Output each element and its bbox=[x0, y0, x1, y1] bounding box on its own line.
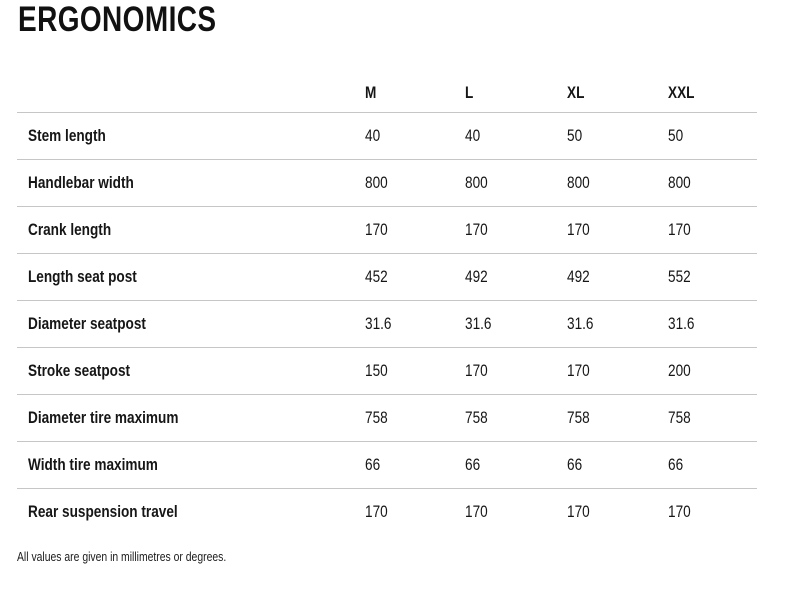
spec-value: 66 bbox=[465, 454, 481, 474]
size-header-xl: XL bbox=[567, 82, 585, 102]
spec-value: 800 bbox=[365, 172, 388, 192]
row-label: Width tire maximum bbox=[28, 454, 158, 474]
spec-value: 170 bbox=[567, 501, 590, 521]
page-title: ERGONOMICS bbox=[18, 0, 217, 39]
row-label: Stem length bbox=[28, 125, 106, 145]
row-label: Handlebar width bbox=[28, 172, 134, 192]
size-header-l: L bbox=[465, 82, 474, 102]
ergonomics-table: M L XL XXL Stem length 40 40 50 50 Handl… bbox=[17, 74, 757, 535]
spec-value: 452 bbox=[365, 266, 388, 286]
spec-value: 200 bbox=[668, 360, 691, 380]
spec-value: 31.6 bbox=[567, 313, 594, 333]
spec-value: 170 bbox=[567, 360, 590, 380]
spec-value: 170 bbox=[668, 501, 691, 521]
spec-value: 66 bbox=[567, 454, 583, 474]
spec-value: 552 bbox=[668, 266, 691, 286]
spec-value: 170 bbox=[465, 501, 488, 521]
spec-value: 66 bbox=[668, 454, 684, 474]
spec-value: 150 bbox=[365, 360, 388, 380]
size-header-m: M bbox=[365, 82, 377, 102]
spec-value: 40 bbox=[365, 125, 381, 145]
spec-value: 50 bbox=[567, 125, 583, 145]
spec-row-length-seat-post: Length seat post 452 492 492 552 bbox=[17, 253, 757, 300]
spec-value: 170 bbox=[365, 501, 388, 521]
spec-value: 758 bbox=[365, 407, 388, 427]
spec-value: 492 bbox=[465, 266, 488, 286]
row-label: Crank length bbox=[28, 219, 112, 239]
spec-value: 170 bbox=[567, 219, 590, 239]
spec-value: 170 bbox=[365, 219, 388, 239]
spec-value: 800 bbox=[668, 172, 691, 192]
spec-row-rear-suspension-travel: Rear suspension travel 170 170 170 170 bbox=[17, 488, 757, 535]
spec-value: 170 bbox=[668, 219, 691, 239]
spec-value: 492 bbox=[567, 266, 590, 286]
size-header-xxl: XXL bbox=[668, 82, 695, 102]
size-header-row: M L XL XXL bbox=[17, 74, 757, 112]
spec-value: 66 bbox=[365, 454, 381, 474]
spec-value: 758 bbox=[567, 407, 590, 427]
spec-row-stem-length: Stem length 40 40 50 50 bbox=[17, 112, 757, 159]
spec-row-diameter-seatpost: Diameter seatpost 31.6 31.6 31.6 31.6 bbox=[17, 300, 757, 347]
spec-value: 170 bbox=[465, 219, 488, 239]
spec-row-width-tire-maximum: Width tire maximum 66 66 66 66 bbox=[17, 441, 757, 488]
row-label: Diameter tire maximum bbox=[28, 407, 179, 427]
spec-row-handlebar-width: Handlebar width 800 800 800 800 bbox=[17, 159, 757, 206]
spec-value: 31.6 bbox=[365, 313, 392, 333]
row-label: Stroke seatpost bbox=[28, 360, 131, 380]
row-label: Length seat post bbox=[28, 266, 137, 286]
spec-value: 50 bbox=[668, 125, 684, 145]
spec-value: 758 bbox=[668, 407, 691, 427]
spec-row-stroke-seatpost: Stroke seatpost 150 170 170 200 bbox=[17, 347, 757, 394]
spec-row-crank-length: Crank length 170 170 170 170 bbox=[17, 206, 757, 253]
spec-value: 758 bbox=[465, 407, 488, 427]
spec-value: 31.6 bbox=[668, 313, 695, 333]
corner-cell bbox=[17, 74, 365, 112]
row-label: Rear suspension travel bbox=[28, 501, 178, 521]
spec-row-diameter-tire-maximum: Diameter tire maximum 758 758 758 758 bbox=[17, 394, 757, 441]
spec-value: 800 bbox=[465, 172, 488, 192]
units-footnote: All values are given in millimetres or d… bbox=[17, 549, 227, 564]
spec-value: 170 bbox=[465, 360, 488, 380]
row-label: Diameter seatpost bbox=[28, 313, 146, 333]
spec-value: 40 bbox=[465, 125, 481, 145]
spec-value: 800 bbox=[567, 172, 590, 192]
spec-value: 31.6 bbox=[465, 313, 492, 333]
